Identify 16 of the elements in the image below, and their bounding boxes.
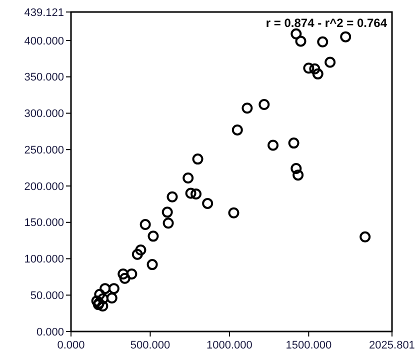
y-tick-label: 350.000 [24, 72, 64, 84]
y-tick-label: 100.000 [24, 254, 64, 266]
x-tick-label: 1500.000 [286, 340, 332, 352]
annotation: r = 0.874 - r^2 = 0.764 [266, 16, 388, 30]
x-tick-label: 0.000 [57, 340, 85, 352]
y-tick-label: 150.000 [24, 217, 64, 230]
y-tick-label: 400.000 [24, 35, 64, 48]
y-tick-label: 200.000 [24, 180, 64, 193]
y-tick-label: 439.121 [24, 6, 64, 19]
y-tick-label: 300.000 [24, 108, 64, 120]
x-tick-label: 1000.000 [206, 340, 252, 352]
y-tick-label: 250.000 [24, 144, 64, 156]
y-tick-label: 0.000 [36, 326, 64, 338]
x-tick-label: 500.000 [130, 340, 170, 352]
x-tick-label: 2025.801 [369, 340, 415, 352]
y-tick-label: 50.000 [30, 290, 64, 302]
